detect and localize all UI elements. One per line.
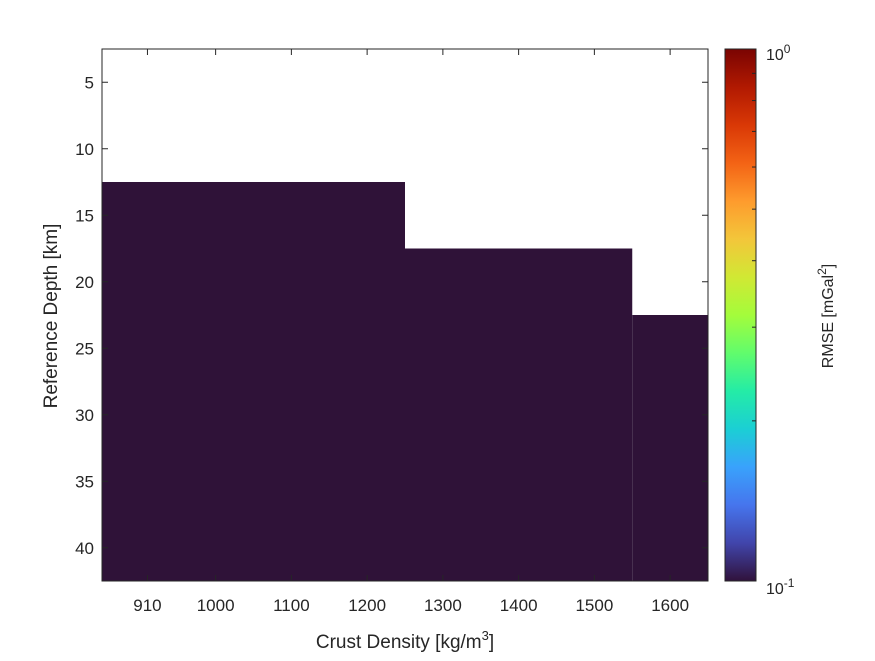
colorbar-minor-ticks bbox=[749, 48, 756, 582]
y-tick-label: 40 bbox=[75, 539, 94, 558]
x-tick-label: 1000 bbox=[197, 596, 235, 615]
heatmap-cell-1 bbox=[102, 182, 405, 581]
y-tick-label: 15 bbox=[75, 206, 94, 225]
colorbar-tick-top: 100 bbox=[766, 42, 791, 64]
colorbar-tick-bottom: 10-1 bbox=[766, 576, 795, 598]
y-axis-label: Reference Depth [km] bbox=[41, 224, 62, 409]
y-tick-label: 25 bbox=[75, 339, 94, 358]
plot-frame bbox=[101, 48, 709, 582]
x-tick-label: 910 bbox=[133, 596, 161, 615]
x-tick-label: 1100 bbox=[273, 596, 310, 615]
x-axis-label: Crust Density [kg/m3] bbox=[316, 628, 494, 653]
x-tick-label: 1400 bbox=[500, 596, 538, 615]
x-tick-label: 1300 bbox=[424, 596, 462, 615]
y-tick-label: 20 bbox=[75, 273, 94, 292]
colorbar bbox=[724, 48, 757, 582]
x-tick-label: 1500 bbox=[575, 596, 613, 615]
y-tick-label: 30 bbox=[75, 406, 94, 425]
x-axis: 910 1000 1100 1200 1300 1400 1500 1600 bbox=[133, 49, 689, 615]
heatmap-cell-2 bbox=[405, 248, 633, 581]
y-tick-label: 10 bbox=[75, 140, 94, 159]
y-tick-label: 35 bbox=[75, 472, 94, 491]
heatmap-cell-3 bbox=[632, 315, 708, 581]
heatmap-cells bbox=[102, 182, 708, 581]
colorbar-label: RMSE [mGal2] bbox=[815, 264, 837, 368]
x-tick-label: 1200 bbox=[348, 596, 386, 615]
x-tick-label: 1600 bbox=[651, 596, 689, 615]
y-axis: 5 10 15 20 25 30 35 40 bbox=[75, 73, 708, 558]
y-tick-label: 5 bbox=[85, 73, 94, 92]
